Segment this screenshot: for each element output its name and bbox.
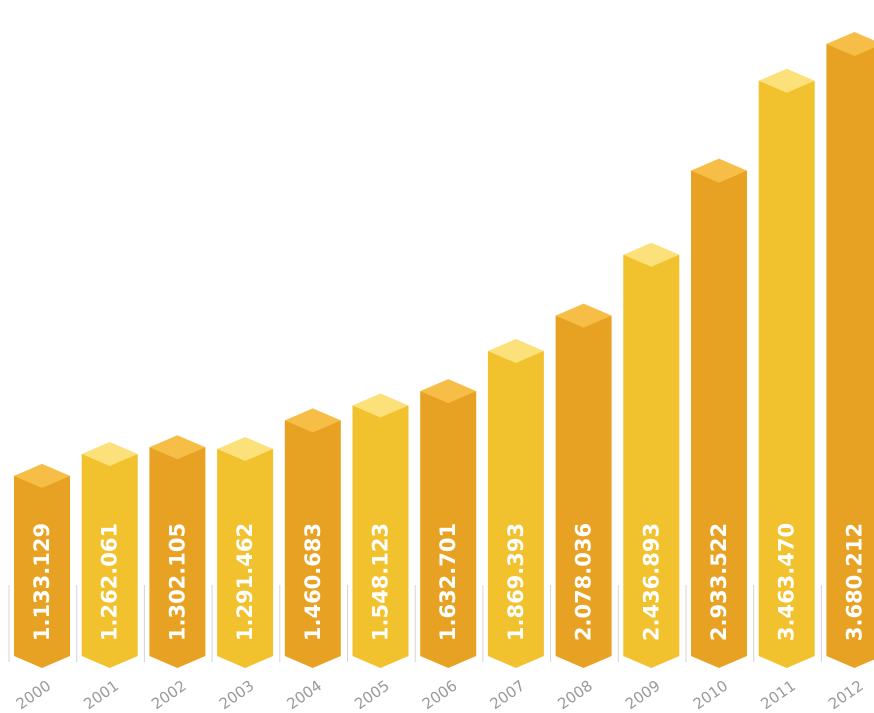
bar-2006: 1.632.701	[420, 379, 477, 668]
bar-2005: 1.548.123	[352, 393, 409, 668]
bar-top	[420, 379, 477, 404]
bar-face	[758, 80, 815, 669]
x-tick-label: 2003	[216, 677, 258, 713]
column-guides	[8, 585, 822, 662]
bar-top	[81, 442, 138, 467]
bar-face	[623, 254, 680, 668]
bar-value-label: 1.262.061	[98, 523, 122, 641]
bar-value-label: 1.460.683	[301, 523, 325, 641]
x-tick-label: 2001	[80, 677, 122, 713]
bar-value-label: 1.548.123	[369, 523, 393, 641]
bar-face	[487, 351, 544, 668]
x-tick-label: 2000	[13, 677, 55, 713]
bar-2004: 1.460.683	[284, 408, 341, 668]
bar-2007: 1.869.393	[487, 339, 544, 668]
x-tick-label: 2007	[487, 677, 529, 713]
bar-top	[149, 435, 206, 460]
bar-value-label: 2.436.893	[639, 523, 663, 641]
bar-top	[826, 32, 874, 56]
bar-2008: 2.078.036	[555, 303, 612, 668]
bar-2002: 1.302.105	[149, 435, 206, 668]
x-tick-label: 2011	[757, 677, 799, 713]
x-tick-label: 2012	[825, 677, 867, 713]
bar-top	[623, 242, 680, 267]
x-tick-label: 2006	[419, 677, 461, 713]
x-axis-labels: 2000 2001 2002 2003 2004 2005 2006 2007 2008 2009…	[13, 677, 867, 713]
bar-2001: 1.262.061	[81, 442, 138, 668]
x-tick-label: 2004	[283, 677, 325, 713]
bar-face	[14, 475, 70, 668]
bar-2012: 3.680.212	[826, 32, 874, 668]
bar-top	[758, 68, 815, 93]
bar-value-label: 1.291.462	[233, 523, 257, 641]
bar-top	[691, 158, 747, 183]
bar-face	[420, 391, 477, 668]
bar-face	[826, 44, 874, 668]
bar-top	[352, 393, 409, 418]
bar-value-label: 1.133.129	[30, 523, 54, 641]
bars: 1.133.129 1.262.061 1.302.105 1.291.462 1.46…	[14, 32, 874, 669]
bar-value-label: 1.632.701	[436, 523, 460, 641]
bar-face	[81, 454, 138, 668]
bar-face	[352, 405, 409, 668]
bar-value-label: 2.933.522	[707, 523, 731, 641]
bar-2011: 3.463.470	[758, 68, 815, 669]
bar-value-label: 1.869.393	[504, 523, 528, 641]
bar-value-label: 2.078.036	[572, 523, 596, 641]
bar-face	[555, 315, 612, 668]
bar-top	[555, 303, 612, 328]
bar-2009: 2.436.893	[623, 242, 680, 668]
bar-top	[284, 408, 341, 433]
bar-face	[149, 447, 206, 668]
bar-top	[217, 437, 274, 462]
x-tick-label: 2008	[554, 677, 596, 713]
bar-value-label: 1.302.105	[165, 523, 189, 641]
x-tick-label: 2005	[351, 677, 393, 713]
bar-value-label: 3.463.470	[775, 523, 799, 641]
bar-face	[217, 449, 274, 668]
bar-2010: 2.933.522	[691, 158, 747, 669]
x-tick-label: 2009	[622, 677, 664, 713]
bar-top	[487, 339, 544, 364]
bar-face	[691, 170, 747, 669]
bar-2000: 1.133.129	[14, 463, 70, 668]
bar-face	[284, 420, 341, 668]
x-tick-label: 2002	[148, 677, 190, 713]
x-tick-label: 2010	[690, 677, 732, 713]
bar-2003: 1.291.462	[217, 437, 274, 668]
bar-value-label: 3.680.212	[842, 523, 866, 641]
bar-top	[14, 463, 70, 488]
